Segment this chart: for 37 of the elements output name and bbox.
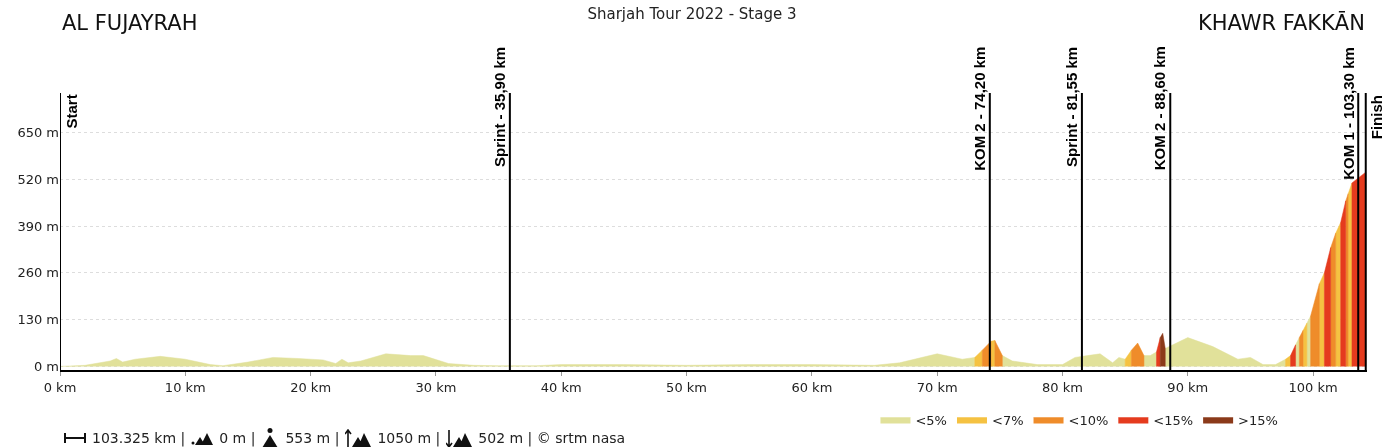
legend-label: >15% — [1238, 412, 1278, 428]
y-tick-label: 0 m — [33, 358, 59, 374]
x-tick-label: 90 km — [1167, 379, 1209, 395]
text: 1050 m | — [377, 430, 441, 446]
ref-line-label: Start — [62, 94, 80, 129]
x-tick-label: 0 km — [43, 379, 77, 395]
ref-line-label: Sprint - 81,55 km — [1062, 46, 1080, 167]
y-tick-label: 650 m — [17, 125, 59, 141]
text: 103.325 km | — [92, 430, 186, 446]
x-tick-label: 40 km — [540, 379, 582, 395]
x-tick-label: 100 km — [1288, 379, 1338, 395]
x-tick-label: 50 km — [666, 379, 707, 395]
text: 0 m | — [219, 430, 256, 446]
y-tick-label: 260 m — [17, 265, 59, 281]
y-tick-label: 520 m — [17, 171, 59, 187]
ref-line-label: KOM 1 - 103,30 km — [1339, 47, 1357, 180]
x-tick-label: 70 km — [916, 379, 958, 395]
x-tick-label: 80 km — [1042, 379, 1083, 395]
y-tick-label: 130 m — [17, 312, 59, 328]
text: AL FUJAYRAH — [62, 11, 198, 35]
text: KHAWR FAKKĀN — [1198, 11, 1365, 35]
x-tick-label: 30 km — [415, 379, 457, 395]
chart-title: Sharjah Tour 2022 - Stage 3 — [587, 5, 797, 24]
legend-label: <10% — [1068, 412, 1109, 428]
y-tick-label: 390 m — [17, 218, 59, 234]
ref-line-label: Sprint - 35,90 km — [490, 46, 508, 167]
text: 553 m | — [285, 430, 340, 446]
x-tick-label: 10 km — [164, 379, 206, 395]
legend-label: <15% — [1153, 412, 1194, 428]
ref-line-label: KOM 2 - 74,20 km — [970, 46, 988, 171]
x-tick-label: 60 km — [791, 379, 833, 395]
x-tick-label: 20 km — [290, 379, 332, 395]
legend-label: <7% — [991, 412, 1024, 428]
legend-label: <5% — [915, 412, 947, 428]
text: 502 m | © srtm nasa — [478, 430, 626, 446]
ref-line-label: Finish — [1368, 95, 1384, 140]
ref-line-label: KOM 2 - 88,60 km — [1151, 46, 1169, 171]
